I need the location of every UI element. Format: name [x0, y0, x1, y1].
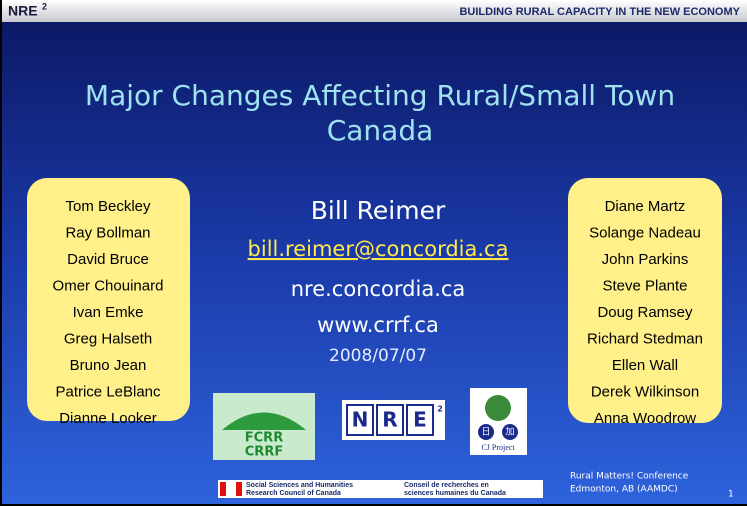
- title-line: Major Changes Affecting Rural/Small Town: [85, 79, 675, 112]
- website: nre.concordia.ca: [291, 277, 466, 301]
- fcrr-field: [222, 412, 306, 430]
- cj-char: 加: [505, 427, 514, 438]
- sshrc-text: sciences humaines du Canada: [404, 490, 506, 497]
- person-name: Tom Beckley: [65, 198, 151, 215]
- nre-sup: 2: [437, 405, 443, 414]
- tagline: BUILDING RURAL CAPACITY IN THE NEW ECONO…: [459, 6, 740, 18]
- nre-letter: N: [352, 408, 369, 432]
- person-name: John Parkins: [602, 251, 689, 268]
- nre-letter-box: [346, 404, 374, 436]
- header-bar: [2, 0, 747, 22]
- sshrc-text: Conseil de recherches en: [404, 482, 489, 489]
- person-name: Anna Woodrow: [594, 410, 696, 427]
- person-name: Omer Chouinard: [53, 277, 164, 294]
- nre-letter: E: [413, 408, 427, 432]
- names-box: [27, 178, 190, 421]
- cj-char: 日: [481, 427, 490, 438]
- person-name: Derek Wilkinson: [591, 383, 699, 400]
- person-name: Solange Nadeau: [589, 224, 701, 241]
- conference: Rural Matters! Conference: [570, 472, 689, 482]
- nre-letter: R: [382, 408, 397, 432]
- person-name: Bruno Jean: [70, 357, 147, 374]
- nre-letter-box: [376, 404, 404, 436]
- slide-number: 1: [728, 490, 734, 500]
- cj-tree: [485, 395, 511, 421]
- cj-label: CJ Project: [481, 443, 515, 452]
- person-name: David Bruce: [67, 251, 149, 268]
- sshrc-bar: [218, 480, 543, 498]
- person-name: Doug Ramsey: [597, 304, 693, 321]
- brand-sup: 2: [42, 1, 47, 11]
- brand: NRE: [8, 3, 38, 19]
- person-name: Patrice LeBlanc: [55, 383, 161, 400]
- names-box: [568, 178, 722, 423]
- sshrc-text: Social Sciences and Humanities: [246, 482, 353, 489]
- website: www.crrf.ca: [317, 313, 439, 337]
- person-name: Diane Martz: [605, 198, 686, 215]
- nre-letter-box: [406, 404, 434, 436]
- date: 2008/07/07: [329, 346, 427, 366]
- presenter-name: Bill Reimer: [311, 196, 446, 225]
- person-name: Greg Halseth: [64, 330, 152, 347]
- logo-text: FCRR: [245, 431, 283, 446]
- flag: [226, 482, 236, 496]
- person-name: Ellen Wall: [612, 357, 678, 374]
- sshrc-text: Research Council of Canada: [246, 490, 341, 497]
- logo-text: CRRF: [245, 445, 283, 460]
- email: bill.reimer@concordia.ca: [248, 237, 509, 261]
- title-line: Canada: [327, 114, 434, 147]
- person-name: Ivan Emke: [73, 304, 144, 321]
- person-name: Richard Stedman: [587, 330, 703, 347]
- cj-circle: [502, 424, 518, 440]
- person-name: Dianne Looker: [59, 410, 157, 427]
- person-name: Ray Bollman: [65, 224, 150, 241]
- cj-circle: [478, 424, 494, 440]
- conference: Edmonton, AB (AAMDC): [570, 485, 678, 495]
- person-name: Steve Plante: [602, 277, 687, 294]
